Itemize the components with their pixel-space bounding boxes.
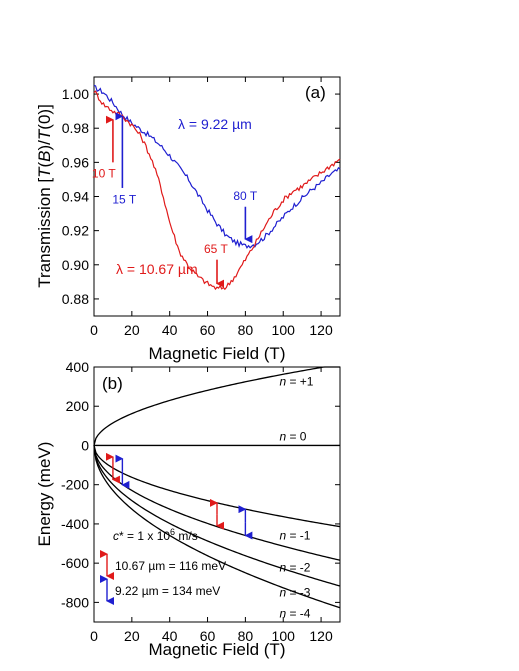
panel-a-y-tick-label: 0.92 xyxy=(62,223,89,239)
panel-a-y-ticks: 0.88 0.90 0.92 0.94 0.96 0.98 1.00 xyxy=(62,86,340,307)
panel-b-y-tick-label: -400 xyxy=(61,516,89,532)
annotation-65T: 65 T xyxy=(204,242,228,256)
panel-b-y-tick-label: -800 xyxy=(61,594,89,610)
landau-level-curve xyxy=(93,445,341,609)
panel-b-x-tick-label: 100 xyxy=(272,628,296,644)
panel-b-x-tick-label: 20 xyxy=(124,628,140,644)
panel-a-annotations: 10 T 15 T 80 T 65 T xyxy=(92,112,258,288)
panel-a-x-tick-label: 100 xyxy=(272,322,296,338)
legend-entry: 10.67 µm = 116 meV xyxy=(115,559,226,573)
series-label-1067: λ = 10.67 µm xyxy=(116,261,198,277)
landau-level-curve xyxy=(93,445,341,587)
legend-entry: 9.22 µm = 134 meV xyxy=(115,584,220,598)
panel-a-x-tick-label: 0 xyxy=(90,322,98,338)
panel-b-legend: 10.67 µm = 116 meV 9.22 µm = 134 meV xyxy=(100,550,226,605)
panel-b-level-labels: n = +1 n = 0 n = -1 n = -2 n = -3 n = -4 xyxy=(279,374,313,620)
panel-a-y-tick-label: 0.96 xyxy=(62,154,89,170)
panel-a-x-tick-label: 80 xyxy=(238,322,254,338)
panel-b-frame xyxy=(93,366,341,623)
panel-a-x-tick-label: 20 xyxy=(124,322,140,338)
panel-a-y-tick-label: 1.00 xyxy=(62,86,89,102)
panel-b-y-tick-label: -600 xyxy=(61,555,89,571)
panel-a-y-tick-label: 0.98 xyxy=(62,120,89,136)
series-line-0 xyxy=(93,84,341,249)
level-label: n = -1 xyxy=(279,528,310,542)
panel-b-transition-markers xyxy=(105,452,253,540)
level-label: n = -2 xyxy=(279,561,310,575)
panel-b-y-tick-label: 200 xyxy=(66,398,90,414)
panel-a-y-tick-label: 0.90 xyxy=(62,257,89,273)
panel-b-x-tick-label: 60 xyxy=(200,628,216,644)
panel-b-x-tick-label: 120 xyxy=(309,628,333,644)
panel-a-x-tick-label: 120 xyxy=(309,322,333,338)
panel-b-x-tick-label: 40 xyxy=(162,628,178,644)
panel-a-x-tick-label: 40 xyxy=(162,322,178,338)
panel-b-y-tick-label: -200 xyxy=(61,477,89,493)
panel-a: 0 20 40 60 80 100 120 0.88 0.90 0.92 0.94 0.96 0.98… xyxy=(35,76,341,363)
panel-a-x-ticks: 0 20 40 60 80 100 120 xyxy=(90,77,333,338)
panel-b-y-tick-label: 0 xyxy=(81,437,89,453)
panel-a-y-tick-label: 0.88 xyxy=(62,291,89,307)
velocity-label: c* = 1 x 106 m/s xyxy=(113,527,198,543)
level-label: n = 0 xyxy=(279,429,306,443)
panel-b-x-tick-label: 80 xyxy=(238,628,254,644)
panel-a-y-tick-label: 0.94 xyxy=(62,189,89,205)
series-label-922: λ = 9.22 µm xyxy=(178,116,252,132)
panel-b-x-tick-label: 0 xyxy=(90,628,98,644)
panel-b-y-axis-label: Energy (meV) xyxy=(35,442,54,547)
panel-b: 0 20 40 60 80 100 120 4002000-200-400-600-800 … xyxy=(35,359,341,659)
level-label: n = -4 xyxy=(279,606,310,620)
panel-a-label: (a) xyxy=(305,83,326,102)
panel-a-x-tick-label: 60 xyxy=(200,322,216,338)
panel-b-y-tick-label: 400 xyxy=(66,359,90,375)
panel-b-x-ticks: 0 20 40 60 80 100 120 xyxy=(90,367,333,644)
annotation-10T: 10 T xyxy=(92,167,116,181)
panel-a-y-axis-label: Transmission [T(B)/T(0)] xyxy=(35,104,54,288)
level-label: n = +1 xyxy=(279,374,313,388)
annotation-80T: 80 T xyxy=(233,189,257,203)
landau-level-curve xyxy=(93,366,340,446)
level-label: n = -3 xyxy=(279,586,310,600)
annotation-15T: 15 T xyxy=(112,192,136,206)
panel-a-x-axis-label: Magnetic Field (T) xyxy=(149,344,286,363)
panel-b-x-axis-label: Magnetic Field (T) xyxy=(149,640,286,659)
panel-b-y-ticks: 400 200 0 -200 -400 -600 -800 xyxy=(61,359,340,610)
panel-b-label: (b) xyxy=(102,374,123,393)
